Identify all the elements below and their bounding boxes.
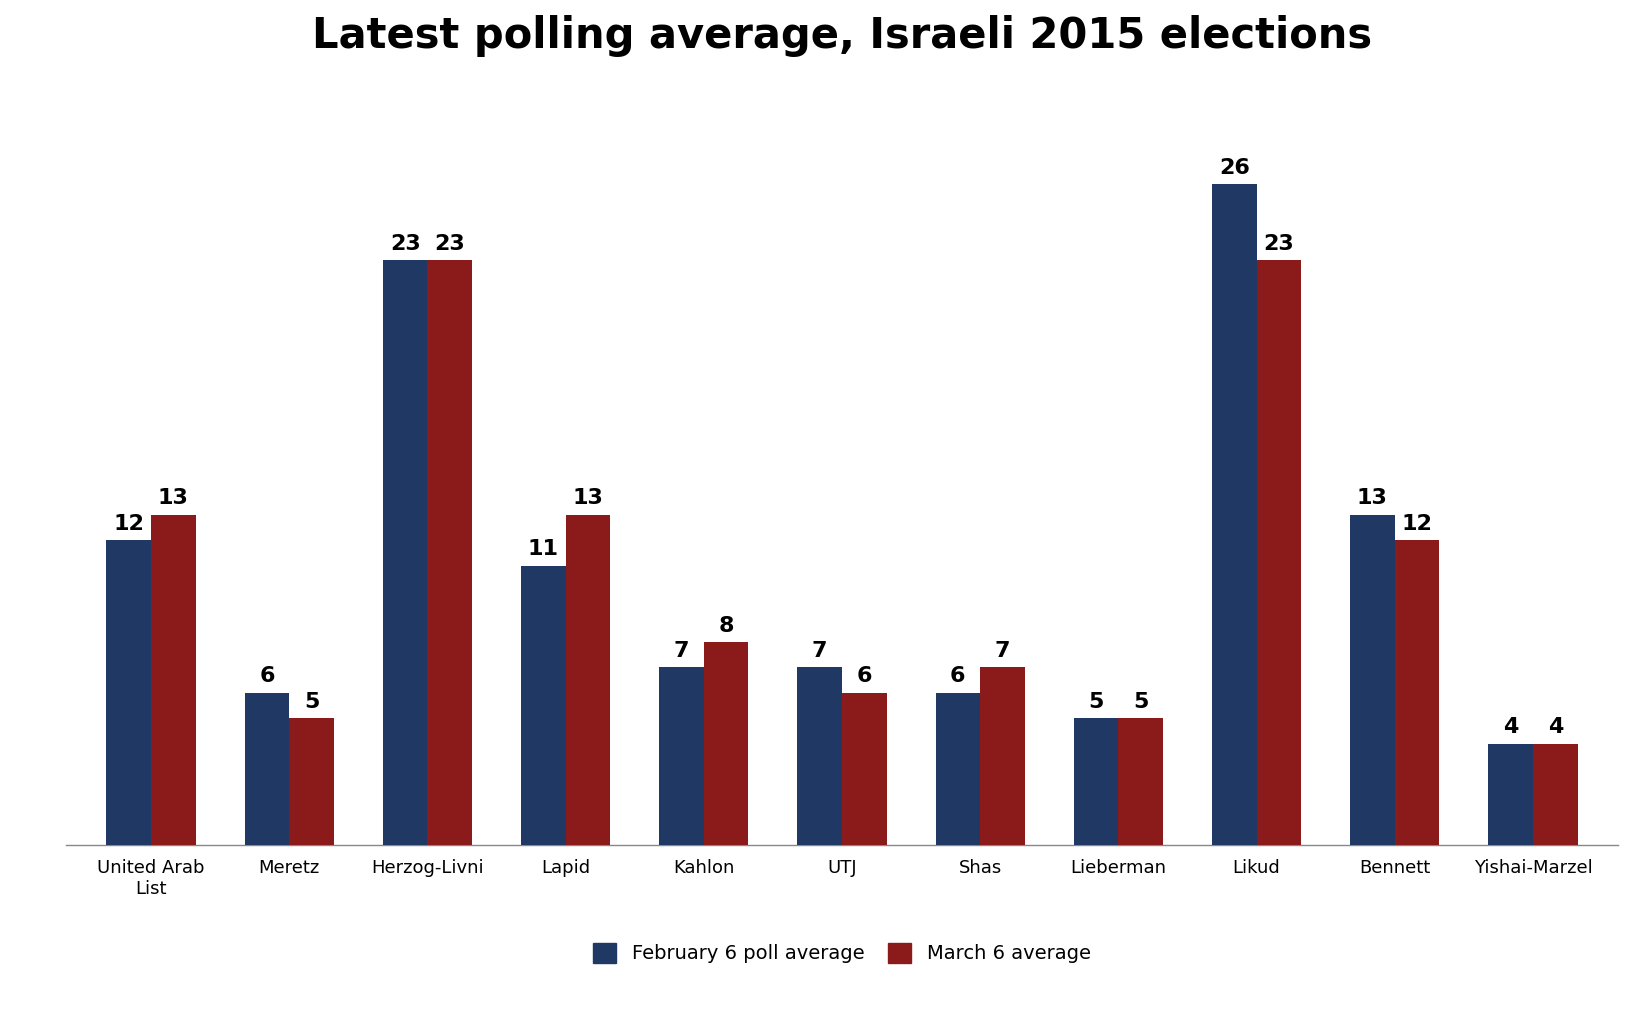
Text: 5: 5 xyxy=(1088,692,1105,711)
Bar xyxy=(1351,514,1395,845)
Bar xyxy=(1488,743,1532,845)
Text: 11: 11 xyxy=(528,539,558,559)
Text: 8: 8 xyxy=(718,616,735,635)
Bar xyxy=(1256,261,1301,845)
Bar xyxy=(289,719,334,845)
Bar xyxy=(703,642,748,845)
Bar xyxy=(1532,743,1578,845)
Text: 6: 6 xyxy=(857,666,872,687)
Title: Latest polling average, Israeli 2015 elections: Latest polling average, Israeli 2015 ele… xyxy=(312,14,1372,57)
Text: 7: 7 xyxy=(996,641,1010,661)
Text: 6: 6 xyxy=(259,666,274,687)
Bar xyxy=(428,261,472,845)
Bar xyxy=(981,667,1025,845)
Text: 23: 23 xyxy=(1263,234,1294,254)
Bar xyxy=(106,540,152,845)
Text: 13: 13 xyxy=(1357,489,1388,508)
Text: 4: 4 xyxy=(1502,718,1519,737)
Text: 7: 7 xyxy=(812,641,827,661)
Text: 5: 5 xyxy=(1133,692,1149,711)
Text: 26: 26 xyxy=(1218,158,1250,177)
Text: 5: 5 xyxy=(304,692,319,711)
Bar xyxy=(522,566,566,845)
Bar xyxy=(1212,185,1256,845)
Bar xyxy=(1395,540,1440,845)
Bar xyxy=(383,261,428,845)
Text: 7: 7 xyxy=(674,641,688,661)
Text: 23: 23 xyxy=(390,234,421,254)
Bar xyxy=(244,693,289,845)
Text: 12: 12 xyxy=(114,513,144,534)
Bar xyxy=(659,667,703,845)
Bar xyxy=(1118,719,1162,845)
Bar xyxy=(566,514,611,845)
Bar xyxy=(936,693,981,845)
Legend: February 6 poll average, March 6 average: February 6 poll average, March 6 average xyxy=(583,933,1101,973)
Text: 23: 23 xyxy=(434,234,466,254)
Text: 6: 6 xyxy=(949,666,966,687)
Text: 13: 13 xyxy=(573,489,603,508)
Text: 12: 12 xyxy=(1402,513,1433,534)
Text: 13: 13 xyxy=(158,489,188,508)
Text: 4: 4 xyxy=(1547,718,1563,737)
Bar xyxy=(842,693,887,845)
Bar xyxy=(797,667,842,845)
Bar xyxy=(1073,719,1118,845)
Bar xyxy=(152,514,196,845)
